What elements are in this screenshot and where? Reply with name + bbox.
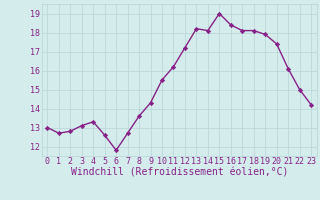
X-axis label: Windchill (Refroidissement éolien,°C): Windchill (Refroidissement éolien,°C)	[70, 168, 288, 178]
